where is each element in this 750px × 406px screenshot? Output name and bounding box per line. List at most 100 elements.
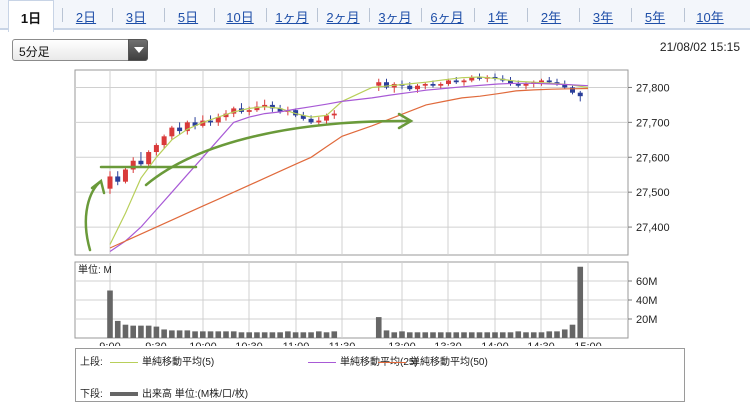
tab-7[interactable]: 3ヶ月 [378, 10, 412, 25]
volume-bar [499, 332, 506, 338]
volume-bar [316, 331, 322, 338]
volume-bar [285, 331, 291, 338]
volume-bar [269, 332, 276, 338]
price-tick-label: 27,400 [636, 222, 670, 234]
volume-bar [161, 329, 167, 338]
candle-morning [138, 160, 144, 165]
tab-13[interactable]: 10年 [696, 10, 724, 25]
volume-bar [184, 330, 191, 338]
tab-separator [164, 8, 165, 22]
volume-bar [261, 332, 268, 338]
tab-8[interactable]: 6ヶ月 [430, 10, 464, 25]
candle-morning [231, 108, 237, 114]
legend-volume-label: 出来高 単位:(M株/口/枚) [142, 389, 249, 400]
tab-separator [112, 8, 113, 22]
tab-9[interactable]: 1年 [487, 10, 509, 25]
volume-bar [169, 330, 175, 338]
volume-bar [238, 332, 245, 338]
chevron-down-icon[interactable] [128, 39, 148, 61]
candle-afternoon [546, 80, 552, 83]
candle-morning [184, 122, 190, 132]
time-tick-label: 10:00 [189, 341, 217, 346]
time-tick-label: 13:30 [434, 341, 462, 346]
tab-10[interactable]: 2年 [540, 10, 562, 25]
volume-bar [138, 325, 144, 338]
volume-tick-label: 40M [636, 295, 657, 307]
tab-separator [62, 8, 63, 22]
volume-bar [292, 332, 299, 338]
time-tick-label: 9:30 [145, 341, 166, 346]
volume-bar [530, 332, 537, 338]
volume-bar [200, 331, 206, 338]
tab-3[interactable]: 5日 [177, 10, 199, 25]
volume-bar [453, 332, 460, 338]
volume-bar [176, 330, 183, 338]
volume-bar [468, 332, 475, 338]
time-tick-label: 11:00 [283, 341, 310, 346]
candle-morning [200, 120, 206, 126]
ma5-swatch-icon [110, 361, 138, 363]
tab-2[interactable]: 3日 [125, 10, 147, 25]
tab-separator [266, 8, 267, 22]
tab-6[interactable]: 2ヶ月 [326, 10, 360, 25]
candle-morning [324, 115, 330, 121]
candle-afternoon [577, 92, 583, 97]
candle-afternoon [570, 87, 575, 93]
volume-bar [554, 331, 560, 338]
candle-morning [107, 176, 113, 189]
volume-bar [422, 332, 429, 338]
candle-afternoon [376, 82, 382, 86]
tab-11[interactable]: 3年 [592, 10, 614, 25]
chart-legend: 上段: 単純移動平均(5) 単純移動平均(25) 単純移動平均(50) 下段: … [75, 348, 685, 402]
tab-4[interactable]: 10日 [226, 10, 254, 25]
candle-morning [293, 110, 299, 116]
candle-morning [115, 176, 121, 182]
annotation-arrowhead-right [397, 112, 414, 130]
volume-bar [538, 332, 545, 338]
volume-bar [114, 320, 121, 338]
ma5-line [109, 76, 589, 245]
price-tick-label: 27,600 [636, 152, 670, 164]
candle-afternoon [430, 83, 436, 86]
interval-select[interactable]: 5分足 [12, 39, 148, 61]
tab-1[interactable]: 2日 [75, 10, 97, 25]
volume-bar [399, 331, 405, 338]
legend-ma5-label: 単純移動平均(5) [142, 357, 215, 368]
volume-bar [145, 325, 152, 338]
candle-morning [192, 122, 198, 126]
volume-bar [430, 332, 436, 338]
price-tick-label: 27,500 [636, 187, 670, 199]
candle-morning [177, 127, 183, 132]
price-tick-label: 27,800 [636, 82, 670, 94]
price-tick-label: 27,700 [636, 117, 670, 129]
tab-separator [684, 8, 685, 22]
volume-bar [484, 332, 491, 338]
legend-ma50: 単純移動平均(50) [378, 353, 488, 368]
candle-morning [208, 120, 214, 123]
legend-upper-label: 上段: [80, 357, 103, 368]
volume-bar [437, 332, 444, 338]
candle-morning [146, 152, 152, 165]
candle-afternoon [477, 76, 482, 79]
candle-morning [254, 106, 260, 111]
candle-afternoon [422, 83, 428, 86]
tab-0[interactable]: 1日 [8, 0, 54, 32]
tab-5[interactable]: 1ヶ月 [275, 10, 309, 25]
tab-separator [527, 8, 528, 22]
volume-bar [230, 331, 237, 338]
candle-afternoon [438, 83, 444, 86]
volume-bar [300, 332, 307, 338]
tab-separator [631, 8, 632, 22]
time-tick-label: 10:30 [235, 341, 263, 346]
tab-separator [317, 8, 318, 22]
volume-bar [391, 332, 398, 338]
volume-bar [192, 331, 198, 338]
tab-12[interactable]: 5年 [644, 10, 666, 25]
candle-afternoon [407, 85, 413, 90]
volume-bar [153, 326, 160, 338]
candle-afternoon [446, 80, 451, 84]
candle-afternoon [562, 83, 568, 88]
volume-bar [375, 317, 382, 338]
volume-bar [414, 332, 421, 338]
candle-afternoon [469, 76, 475, 81]
